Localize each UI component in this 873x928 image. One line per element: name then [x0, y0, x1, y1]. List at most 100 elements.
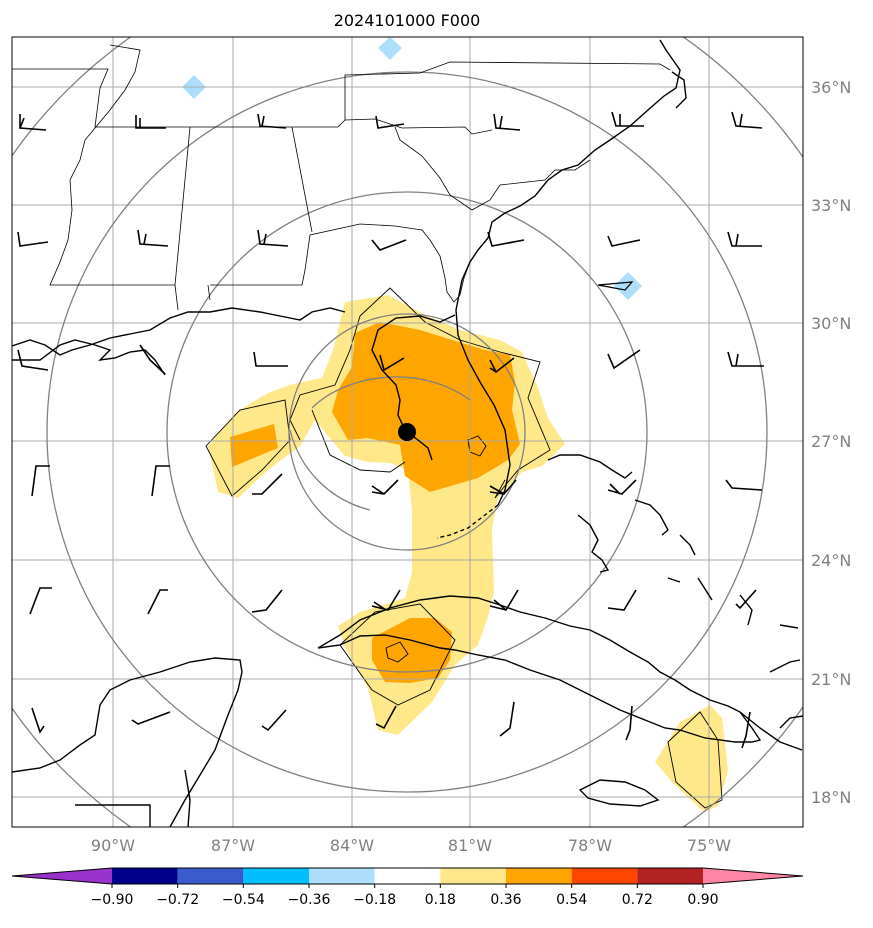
colorbar-segment [177, 868, 244, 884]
state-line-6 [471, 159, 591, 211]
wind-barbs [17, 111, 764, 749]
map-title: 2024101000 F000 [334, 11, 481, 30]
wind-barb-icon [499, 701, 515, 737]
contour-yellow-east [655, 705, 728, 812]
range-ring-inner [289, 376, 471, 511]
range-ring-3 [46, 71, 768, 793]
coastline-bahamas-3 [634, 499, 669, 536]
contour-orange-cuba [372, 618, 452, 683]
coastline-bahamas-2 [577, 514, 610, 573]
longitude-labels: 90°W 87°W 84°W 81°W 78°W 75°W [91, 836, 731, 855]
colorbar: −0.90 −0.72 −0.54 −0.36 −0.18 0.18 0.36 0.54 0.7… [11, 867, 804, 908]
wind-barb-icon [379, 354, 405, 372]
wind-barb-icon [597, 281, 634, 291]
wind-barb-icon [31, 707, 45, 734]
colorbar-tick-label: −0.72 [156, 892, 199, 908]
colorbar-segment [243, 868, 309, 884]
coastline-mexico-east [75, 804, 151, 827]
lat-label: 30°N [811, 314, 851, 333]
range-ring-1 [288, 313, 526, 551]
colorbar-tick-label: 0.54 [556, 892, 587, 908]
wind-barb-icon [252, 473, 283, 495]
colorbar-tick-label: −0.36 [288, 892, 331, 908]
colorbar-tick-label: −0.18 [353, 892, 396, 908]
wind-barb-icon [31, 465, 50, 497]
coastline-florida-keys [436, 504, 499, 539]
colorbar-extend-min [12, 868, 112, 884]
range-ring-2 [166, 191, 648, 673]
wind-barb-icon [253, 351, 288, 367]
wind-barb-icon [135, 115, 166, 129]
wind-barb-icon [19, 114, 47, 131]
coastline-louisiana [12, 339, 166, 376]
wind-barb-icon [151, 465, 170, 497]
wind-barb-icon [607, 479, 637, 495]
storm-center-marker [398, 423, 416, 441]
colorbar-tick-label: 0.18 [425, 892, 456, 908]
map-frame [11, 36, 804, 828]
wind-barb-icon [375, 115, 405, 129]
state-line-2 [49, 44, 179, 311]
wind-barb-icon [251, 589, 283, 613]
wind-barb-icon [371, 239, 407, 251]
coastline-gulf [12, 307, 346, 356]
wind-barb-icon [131, 711, 171, 725]
wind-barb-icon [257, 113, 287, 129]
state-line-3 [174, 126, 441, 301]
wind-barb-icon [261, 709, 287, 732]
wind-barb-icon [371, 479, 399, 495]
lon-label: 87°W [211, 836, 255, 855]
coastline-florida-west [371, 314, 456, 461]
wind-barb-icon [607, 349, 641, 370]
lon-label: 78°W [568, 836, 612, 855]
wind-barb-icon [147, 589, 168, 615]
wind-barb-icon [257, 229, 289, 247]
colorbar-tick-label: 0.90 [687, 892, 718, 908]
wind-barb-icon [493, 113, 521, 131]
lat-label: 33°N [811, 196, 851, 215]
lat-label: 18°N [811, 788, 851, 807]
coastline-us-east [477, 39, 681, 251]
lat-label: 21°N [811, 670, 851, 689]
wind-barb-icon [17, 349, 49, 371]
wind-barb-icon [607, 589, 637, 611]
coastline-florida-east [455, 249, 511, 506]
wind-barb-icon [725, 479, 763, 491]
wind-barb-icon [371, 589, 401, 611]
wind-barb-icon [139, 344, 166, 375]
coastline-belize [184, 769, 191, 827]
contour-line-west [205, 399, 291, 497]
colorbar-segment [506, 868, 572, 884]
colorbar-segment [637, 868, 703, 884]
lon-label: 75°W [687, 836, 731, 855]
wind-barb-icon [137, 229, 169, 247]
colorbar-tick-label: −0.90 [91, 892, 134, 908]
colorbar-segment [571, 868, 638, 884]
wind-barb-icon [489, 589, 519, 611]
contour-line-inner-ring [311, 409, 406, 473]
contour-orange-west [230, 424, 278, 467]
contour-line-cuba-inner [385, 641, 409, 663]
wind-barb-icon [741, 711, 751, 749]
state-line-5 [344, 61, 671, 120]
wind-barb-icon [727, 231, 762, 247]
coastline-bahamas-4 [667, 534, 801, 673]
blue-diamond-2 [378, 37, 402, 60]
wind-barb-icon [17, 231, 49, 247]
colorbar-tick-label: 0.36 [490, 892, 521, 908]
gridlines [12, 37, 803, 827]
contour-line-east [667, 711, 723, 809]
lat-label: 27°N [811, 432, 851, 451]
wind-barb-icon [727, 351, 764, 367]
coastline-jamaica [578, 779, 660, 807]
wind-barb-icon [489, 479, 517, 495]
colorbar-segment [440, 868, 506, 884]
wind-barb-icon [375, 705, 397, 730]
wind-barb-icon [625, 705, 633, 741]
lat-label: 24°N [811, 551, 851, 570]
colorbar-tick-label: −0.54 [222, 892, 265, 908]
